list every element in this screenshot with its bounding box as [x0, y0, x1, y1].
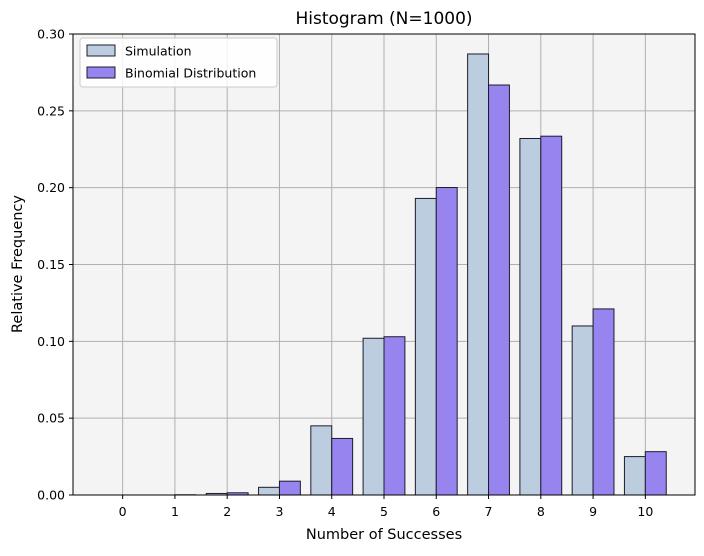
- bar-binomial-8: [541, 136, 562, 495]
- legend-swatch-binomial: [87, 67, 115, 78]
- bar-binomial-5: [384, 337, 405, 495]
- y-tick-label-0.30: 0.30: [37, 27, 65, 42]
- bar-simulation-9: [572, 326, 593, 495]
- x-axis-label: Number of Successes: [306, 527, 462, 543]
- x-tick-label-0: 0: [119, 504, 127, 519]
- x-tick-label-9: 9: [589, 504, 597, 519]
- bar-binomial-7: [489, 85, 510, 495]
- y-axis-label: Relative Frequency: [10, 195, 26, 333]
- x-tick-label-1: 1: [171, 504, 179, 519]
- bar-binomial-10: [645, 452, 666, 495]
- x-tick-label-8: 8: [537, 504, 545, 519]
- bar-binomial-9: [593, 309, 614, 495]
- x-tick-label-4: 4: [328, 504, 336, 519]
- y-tick-label-0.10: 0.10: [37, 334, 65, 349]
- bar-simulation-7: [468, 54, 489, 495]
- legend-label-simulation: Simulation: [125, 44, 192, 59]
- y-tick-label-0.00: 0.00: [37, 488, 65, 503]
- chart-title: Histogram (N=1000): [295, 9, 472, 29]
- bar-simulation-8: [520, 138, 541, 495]
- legend-label-binomial: Binomial Distribution: [125, 66, 256, 81]
- x-tick-label-5: 5: [380, 504, 388, 519]
- bar-simulation-10: [624, 457, 645, 495]
- legend-swatch-simulation: [87, 45, 115, 56]
- x-tick-label-2: 2: [223, 504, 231, 519]
- bar-simulation-3: [259, 487, 280, 495]
- bar-simulation-6: [415, 198, 436, 495]
- bar-binomial-6: [436, 188, 457, 495]
- x-tick-label-6: 6: [432, 504, 440, 519]
- y-tick-label-0.15: 0.15: [37, 257, 65, 272]
- y-tick-label-0.05: 0.05: [37, 411, 65, 426]
- x-tick-label-3: 3: [275, 504, 283, 519]
- x-tick-label-7: 7: [485, 504, 493, 519]
- bar-binomial-3: [279, 481, 300, 495]
- bar-simulation-5: [363, 338, 384, 495]
- legend: Simulation Binomial Distribution: [80, 38, 277, 87]
- x-tick-label-10: 10: [637, 504, 653, 519]
- bar-binomial-4: [332, 438, 353, 495]
- y-tick-label-0.20: 0.20: [37, 180, 65, 195]
- y-tick-label-0.25: 0.25: [37, 103, 65, 118]
- bar-simulation-4: [311, 426, 332, 495]
